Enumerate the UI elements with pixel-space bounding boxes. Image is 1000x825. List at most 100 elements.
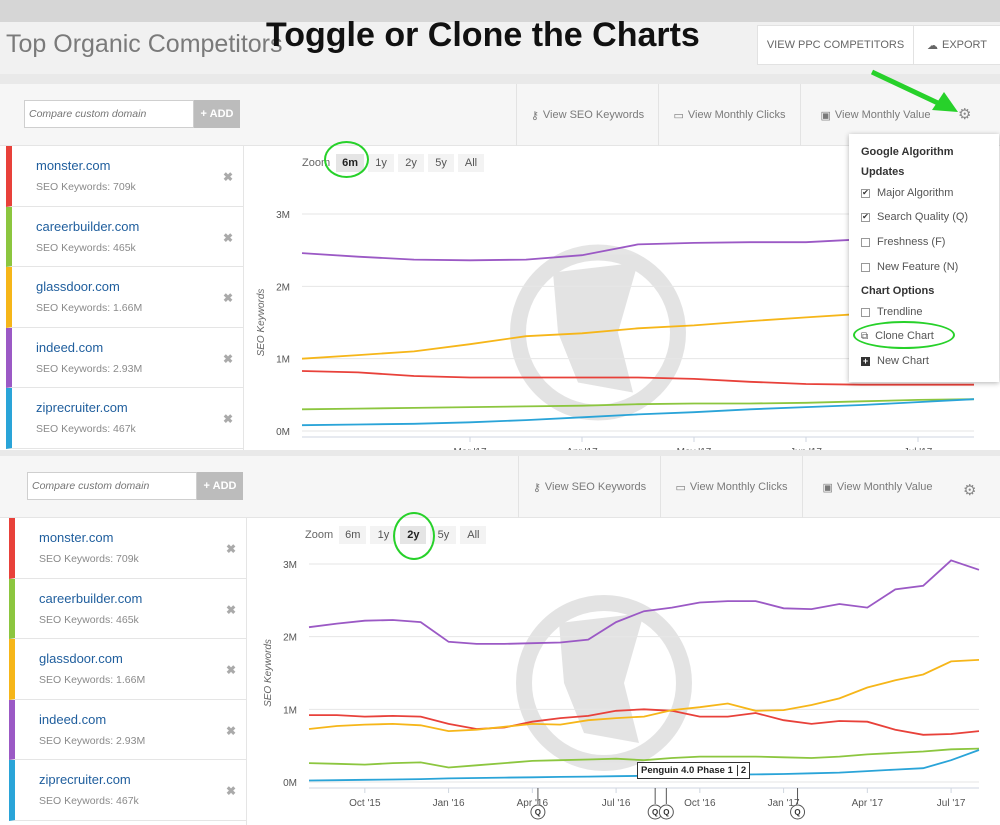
list-item[interactable]: ziprecruiter.com SEO Keywords: 467k ✖ (6, 388, 243, 449)
list-item[interactable]: glassdoor.com SEO Keywords: 1.66M ✖ (6, 267, 243, 328)
menu-item-new-chart[interactable]: + New Chart (861, 355, 929, 367)
checkbox[interactable] (861, 237, 870, 247)
zoom-all-button[interactable]: All (458, 154, 485, 172)
list-item[interactable]: ziprecruiter.com SEO Keywords: 467k ✖ (9, 760, 246, 821)
x-tick-label: Oct '16 (684, 798, 716, 809)
menu-item-search-quality[interactable]: ✔ Search Quality (Q) (861, 211, 968, 223)
list-item[interactable]: careerbuilder.com SEO Keywords: 465k ✖ (9, 578, 246, 639)
series-line-monster-com[interactable] (301, 370, 974, 386)
menu-item-major-algorithm[interactable]: ✔ Major Algorithm (861, 187, 953, 199)
view-monthly-clicks-button[interactable]: ▭ View Monthly Clicks (660, 456, 802, 518)
remove-icon[interactable]: ✖ (222, 170, 233, 184)
remove-icon[interactable]: ✖ (225, 602, 236, 617)
money-icon: ▣ (822, 481, 833, 494)
checkbox[interactable] (861, 307, 870, 317)
view-clicks-label: View Monthly Clicks (689, 481, 788, 493)
monitor-icon: ▭ (675, 481, 686, 494)
competitor-keywords: SEO Keywords: 2.93M (36, 362, 143, 375)
remove-icon[interactable]: ✖ (225, 723, 236, 738)
series-line-indeed-com[interactable] (308, 559, 980, 645)
remove-icon[interactable]: ✖ (222, 230, 233, 245)
series-line-glassdoor-com[interactable] (308, 659, 980, 733)
compare-domain-input[interactable] (27, 472, 197, 500)
list-item[interactable]: monster.com SEO Keywords: 709k ✖ (9, 518, 246, 579)
annotation-arrow-shaft (870, 69, 942, 107)
remove-icon[interactable]: ✖ (225, 784, 236, 798)
list-item[interactable]: careerbuilder.com SEO Keywords: 465k ✖ (6, 206, 243, 267)
svg-text:Q: Q (652, 808, 658, 817)
export-button[interactable]: ☁ EXPORT (914, 26, 1000, 64)
chart-panel-1: + ADD ⚷ View SEO Keywords ▭ View Monthly… (0, 84, 1000, 450)
gear-icon[interactable]: ⚙ (958, 106, 972, 123)
x-tick-label: Jul '17 (937, 798, 966, 809)
view-ppc-label: VIEW PPC COMPETITORS (766, 39, 905, 51)
menu-item-label: Freshness (F) (877, 236, 946, 248)
list-item[interactable]: glassdoor.com SEO Keywords: 1.66M ✖ (9, 639, 246, 700)
remove-icon[interactable]: ✖ (222, 291, 233, 305)
menu-item-label: New Feature (N) (877, 261, 959, 273)
view-ppc-competitors-button[interactable]: VIEW PPC COMPETITORS (758, 26, 913, 64)
x-tick-label: Apr '17 (566, 447, 598, 450)
seo-keywords-chart[interactable]: 0M 1M 2M 3M SEO Keywords Mar '17 Apr '17 May '1… (244, 146, 1000, 450)
competitor-domain[interactable]: careerbuilder.com (39, 590, 143, 606)
competitor-domain[interactable]: indeed.com (36, 339, 104, 355)
x-tick-label: May '17 (677, 447, 712, 450)
svg-text:Q: Q (535, 808, 541, 817)
gear-icon[interactable]: ⚙ (963, 482, 977, 499)
remove-icon[interactable]: ✖ (222, 351, 233, 366)
list-item[interactable]: monster.com SEO Keywords: 709k ✖ (6, 146, 243, 207)
competitor-keywords: SEO Keywords: 709k (36, 181, 136, 193)
page-title: Top Organic Competitors (6, 30, 283, 58)
tooltip-text: Penguin 4.0 Phase 1 (641, 765, 733, 776)
view-seo-keywords-button[interactable]: ⚷ View SEO Keywords (518, 456, 660, 518)
x-tick-label: Jan '17 (768, 798, 800, 809)
series-line-careerbuilder-com[interactable] (301, 398, 975, 411)
list-item[interactable]: indeed.com SEO Keywords: 2.93M ✖ (9, 699, 246, 760)
competitor-keywords: SEO Keywords: 465k (36, 241, 136, 254)
series-line-monster-com[interactable] (309, 708, 980, 736)
zoom-2y-button[interactable]: 2y (398, 154, 425, 172)
competitor-domain[interactable]: glassdoor.com (36, 279, 120, 294)
menu-item-trendline[interactable]: Trendline (861, 306, 922, 318)
menu-item-freshness[interactable]: Freshness (F) (861, 236, 945, 248)
competitor-domain[interactable]: ziprecruiter.com (39, 772, 131, 787)
checkbox[interactable]: ✔ (861, 188, 870, 198)
add-domain-button[interactable]: + ADD (194, 100, 240, 128)
list-item[interactable]: indeed.com SEO Keywords: 2.93M ✖ (6, 327, 243, 388)
algorithm-marker[interactable]: Q (530, 804, 546, 820)
zoom-1y-button[interactable]: 1y (368, 154, 395, 172)
series-line-ziprecruiter-com[interactable] (301, 398, 975, 427)
compare-domain-input[interactable] (24, 100, 194, 128)
add-domain-button[interactable]: + ADD (197, 472, 243, 500)
view-seo-keywords-button[interactable]: ⚷ View SEO Keywords (516, 84, 658, 146)
remove-icon[interactable]: ✖ (222, 412, 233, 426)
remove-icon[interactable]: ✖ (225, 542, 236, 556)
competitor-domain[interactable]: careerbuilder.com (36, 218, 140, 234)
competitor-domain[interactable]: glassdoor.com (39, 651, 123, 666)
competitor-domain[interactable]: monster.com (39, 530, 114, 545)
series-line-careerbuilder-com[interactable] (308, 747, 980, 769)
zoom-5y-button[interactable]: 5y (430, 526, 457, 544)
svg-text:Q: Q (663, 808, 669, 817)
algorithm-marker[interactable]: Q (658, 804, 674, 820)
competitor-domain[interactable]: monster.com (36, 158, 111, 173)
view-value-label: View Monthly Value (834, 109, 931, 121)
checkbox[interactable]: ✔ (861, 212, 870, 222)
zoom-1y-button[interactable]: 1y (370, 526, 397, 544)
zoom-all-button[interactable]: All (460, 526, 487, 544)
checkbox[interactable] (861, 262, 870, 272)
algorithm-marker[interactable]: Q (790, 804, 806, 820)
y-axis-label: SEO Keywords (263, 639, 274, 707)
competitor-domain[interactable]: indeed.com (39, 711, 107, 727)
view-monthly-value-button[interactable]: ▣ View Monthly Value (802, 456, 952, 518)
competitor-domain[interactable]: ziprecruiter.com (36, 400, 128, 415)
menu-item-label: Search Quality (Q) (877, 211, 969, 223)
zoom-6m-button[interactable]: 6m (339, 526, 367, 544)
seo-keywords-chart[interactable]: 0M 1M 2M 3M SEO Keywords Oct '15 Jan '16 Apr '1… (247, 518, 1000, 825)
view-monthly-value-button[interactable]: ▣ View Monthly Value (800, 84, 950, 146)
view-monthly-clicks-button[interactable]: ▭ View Monthly Clicks (658, 84, 800, 146)
y-tick-label: 2M (283, 633, 297, 644)
remove-icon[interactable]: ✖ (225, 663, 236, 677)
zoom-5y-button[interactable]: 5y (428, 154, 455, 172)
menu-item-new-feature[interactable]: New Feature (N) (861, 261, 958, 273)
